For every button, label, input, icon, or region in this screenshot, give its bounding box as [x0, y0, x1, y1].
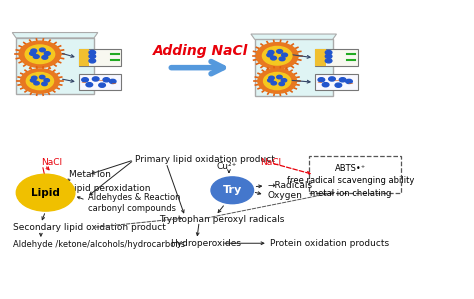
Circle shape: [42, 56, 48, 59]
Circle shape: [277, 50, 283, 53]
Circle shape: [103, 78, 109, 82]
Text: ~: ~: [347, 81, 353, 87]
Circle shape: [89, 51, 96, 54]
Text: Tryptophan peroxyl radicals: Tryptophan peroxyl radicals: [159, 215, 284, 224]
Text: Aldehyde /ketone/alcohols/hydrocarbons: Aldehyde /ketone/alcohols/hydrocarbons: [12, 239, 185, 249]
Text: →Radicals: →Radicals: [268, 181, 313, 190]
Circle shape: [269, 76, 274, 80]
Circle shape: [258, 69, 296, 93]
FancyBboxPatch shape: [16, 38, 94, 94]
Circle shape: [29, 52, 36, 55]
Circle shape: [16, 174, 75, 211]
Circle shape: [279, 57, 285, 61]
Circle shape: [39, 48, 46, 52]
Circle shape: [281, 79, 287, 82]
Circle shape: [279, 82, 284, 86]
Text: ABTS•⁺
free radical scavenging ability
metal ion chelating: ABTS•⁺ free radical scavenging ability m…: [287, 164, 414, 198]
Circle shape: [99, 83, 105, 87]
Circle shape: [268, 79, 273, 82]
FancyBboxPatch shape: [310, 156, 401, 193]
Circle shape: [339, 78, 346, 82]
Circle shape: [89, 59, 96, 63]
Text: Hydroperoxides: Hydroperoxides: [170, 239, 241, 248]
Circle shape: [271, 56, 276, 60]
Text: Metal ion: Metal ion: [69, 170, 111, 179]
Text: Aldehydes & Reaction
carbonyl compounds: Aldehydes & Reaction carbonyl compounds: [88, 193, 181, 213]
Circle shape: [328, 77, 335, 81]
Circle shape: [32, 76, 37, 80]
Circle shape: [267, 53, 273, 57]
Circle shape: [19, 41, 61, 67]
Text: NaCl: NaCl: [260, 158, 281, 167]
Text: Secondary lipid oxidation product: Secondary lipid oxidation product: [12, 223, 165, 232]
Circle shape: [42, 82, 47, 86]
FancyBboxPatch shape: [315, 49, 357, 66]
FancyBboxPatch shape: [79, 49, 121, 66]
Polygon shape: [251, 34, 337, 39]
Text: ~: ~: [316, 80, 322, 86]
Circle shape: [277, 75, 282, 79]
FancyBboxPatch shape: [79, 49, 89, 66]
Text: Try: Try: [223, 185, 242, 195]
Circle shape: [271, 82, 276, 85]
Circle shape: [325, 59, 332, 63]
Text: NaCl: NaCl: [41, 158, 62, 167]
Text: ~: ~: [110, 81, 117, 87]
Circle shape: [89, 54, 96, 58]
Circle shape: [30, 79, 36, 82]
Circle shape: [25, 45, 55, 64]
Circle shape: [92, 77, 99, 81]
Text: Lipid: Lipid: [31, 188, 60, 198]
Circle shape: [325, 51, 332, 54]
Circle shape: [45, 52, 50, 55]
Text: ~: ~: [333, 78, 339, 84]
Circle shape: [34, 82, 39, 85]
Circle shape: [325, 54, 332, 58]
Polygon shape: [12, 33, 98, 38]
Circle shape: [39, 75, 45, 79]
FancyBboxPatch shape: [315, 49, 326, 66]
Circle shape: [282, 53, 288, 57]
Circle shape: [256, 42, 298, 69]
Text: Protein oxidation products: Protein oxidation products: [270, 239, 389, 248]
FancyBboxPatch shape: [79, 74, 121, 90]
Circle shape: [211, 177, 254, 204]
Circle shape: [335, 83, 342, 87]
FancyBboxPatch shape: [255, 39, 333, 96]
Text: ~: ~: [80, 80, 86, 86]
Circle shape: [33, 55, 39, 58]
Circle shape: [86, 83, 92, 87]
Circle shape: [27, 72, 54, 90]
Circle shape: [109, 79, 116, 83]
Circle shape: [263, 46, 292, 65]
Circle shape: [318, 78, 325, 82]
Circle shape: [264, 72, 291, 90]
Circle shape: [322, 83, 329, 87]
Circle shape: [31, 49, 36, 53]
Circle shape: [346, 79, 352, 83]
Circle shape: [21, 69, 59, 93]
Text: Cu²⁺: Cu²⁺: [217, 162, 237, 171]
Text: Primary lipid oxidation product: Primary lipid oxidation product: [136, 155, 275, 164]
Text: Lipid peroxidation: Lipid peroxidation: [69, 184, 151, 193]
Text: Adding NaCl: Adding NaCl: [153, 44, 248, 58]
Circle shape: [44, 79, 49, 82]
FancyBboxPatch shape: [315, 74, 357, 90]
Circle shape: [82, 78, 88, 82]
Circle shape: [268, 51, 274, 54]
Text: Oxygen: Oxygen: [268, 191, 302, 200]
Text: ~: ~: [97, 78, 103, 84]
